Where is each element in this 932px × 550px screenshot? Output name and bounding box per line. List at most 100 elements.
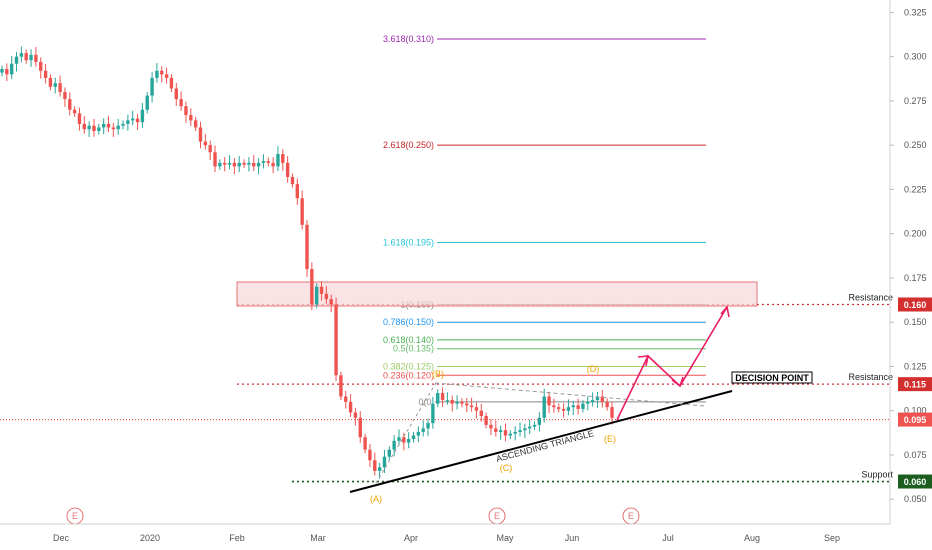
candle-body <box>29 54 33 61</box>
candle-body <box>145 95 149 110</box>
candle-body <box>397 437 401 441</box>
candle-body <box>179 99 183 107</box>
candle-body <box>561 408 566 411</box>
candle-body <box>344 396 348 402</box>
candle-body <box>469 405 474 408</box>
candle-body <box>508 433 513 436</box>
candle-body <box>198 127 203 142</box>
candle-body <box>460 401 464 404</box>
wave-label-d: (D) <box>587 364 600 374</box>
candle-body <box>155 70 159 78</box>
candle-body <box>101 123 106 128</box>
candle-body <box>528 426 532 429</box>
candle-body <box>9 63 14 75</box>
candle-body <box>402 437 406 443</box>
fib-level-label: 0.382(0.125) <box>383 361 434 371</box>
earnings-marker[interactable]: E <box>488 507 506 525</box>
x-tick-label: May <box>496 533 514 543</box>
candle-body <box>164 74 169 78</box>
candle-body <box>324 293 329 300</box>
y-tick-label: 0.200 <box>904 229 927 239</box>
hline-label: Support <box>861 470 893 480</box>
candle-body <box>174 88 178 100</box>
fib-level-label: 1.618(0.195) <box>383 238 434 248</box>
candle-body <box>160 70 164 75</box>
candle-body <box>97 127 101 131</box>
candle-body <box>334 304 338 376</box>
candle-body <box>455 401 459 404</box>
wave-label-a: (A) <box>370 494 382 504</box>
candle-body <box>610 407 614 418</box>
candle-body <box>169 77 174 89</box>
wave-label-c: (C) <box>500 463 513 473</box>
resistance-zone <box>236 281 758 307</box>
candle-body <box>300 198 304 225</box>
candle-body <box>111 127 116 130</box>
candle-body <box>348 401 353 413</box>
price-badge <box>898 377 932 392</box>
candle-body <box>436 393 440 404</box>
candle-body <box>547 396 551 406</box>
candle-body <box>39 61 43 71</box>
svg-text:E: E <box>494 511 500 521</box>
candle-body <box>92 125 96 131</box>
candle-body <box>382 456 387 468</box>
candle-body <box>116 125 120 130</box>
candle-body <box>227 162 232 165</box>
candle-body <box>440 393 445 401</box>
candle-body <box>392 440 396 450</box>
candle-body <box>523 428 527 431</box>
candle-body <box>431 403 435 424</box>
candle-body <box>295 184 300 199</box>
candle-body <box>5 69 9 75</box>
fib-level-label: 0.786(0.150) <box>383 317 434 327</box>
svg-text:E: E <box>72 511 78 521</box>
y-tick-label: 0.075 <box>904 450 927 460</box>
candle-body <box>314 286 319 305</box>
candle-body <box>329 299 333 305</box>
candle-body <box>72 109 77 114</box>
projection-path <box>616 306 728 421</box>
candle-body <box>416 431 421 436</box>
x-tick-label: Jul <box>662 533 674 543</box>
candle-body <box>310 269 314 305</box>
price-badge-text: 0.095 <box>904 415 927 425</box>
candle-body <box>421 428 425 432</box>
y-tick-label: 0.100 <box>904 406 927 416</box>
earnings-marker[interactable]: E <box>66 507 84 525</box>
x-tick-label: Jun <box>565 533 580 543</box>
candle-body <box>406 439 411 443</box>
candle-body <box>126 120 130 124</box>
decision-point-label: DECISION POINT <box>735 373 809 383</box>
earnings-marker[interactable]: E <box>622 507 640 525</box>
time-axis[interactable]: Dec 2020 Feb Mar Apr May Jun Jul Aug Sep <box>53 533 840 543</box>
candles <box>0 46 614 479</box>
x-tick-label: Sep <box>824 533 840 543</box>
candle-body <box>106 123 111 128</box>
candle-body <box>63 92 67 100</box>
price-axis[interactable]: 0.325 0.300 0.275 0.250 0.225 0.200 0.175 0.150… <box>890 7 927 504</box>
wave-label-b: (B) <box>432 369 444 379</box>
candle-body <box>24 53 28 61</box>
candle-body <box>590 400 595 402</box>
candle-body <box>377 467 382 471</box>
candle-body <box>150 77 154 96</box>
candle-body <box>223 162 227 165</box>
price-badge-text: 0.060 <box>904 477 927 487</box>
hline-label: Resistance <box>848 292 893 302</box>
candle-body <box>305 224 309 270</box>
hline-label: Resistance <box>848 372 893 382</box>
candle-body <box>252 162 256 167</box>
y-tick-label: 0.250 <box>904 140 927 150</box>
triangle-top-line <box>434 382 706 407</box>
candle-body <box>213 152 217 167</box>
candle-body <box>552 405 556 408</box>
candle-body <box>208 145 212 153</box>
candle-body <box>537 417 542 425</box>
candle-body <box>184 106 188 116</box>
candle-body <box>193 120 198 128</box>
price-badge <box>898 412 932 427</box>
candle-body <box>232 162 237 167</box>
x-tick-label: Dec <box>53 533 70 543</box>
svg-text:E: E <box>628 511 634 521</box>
